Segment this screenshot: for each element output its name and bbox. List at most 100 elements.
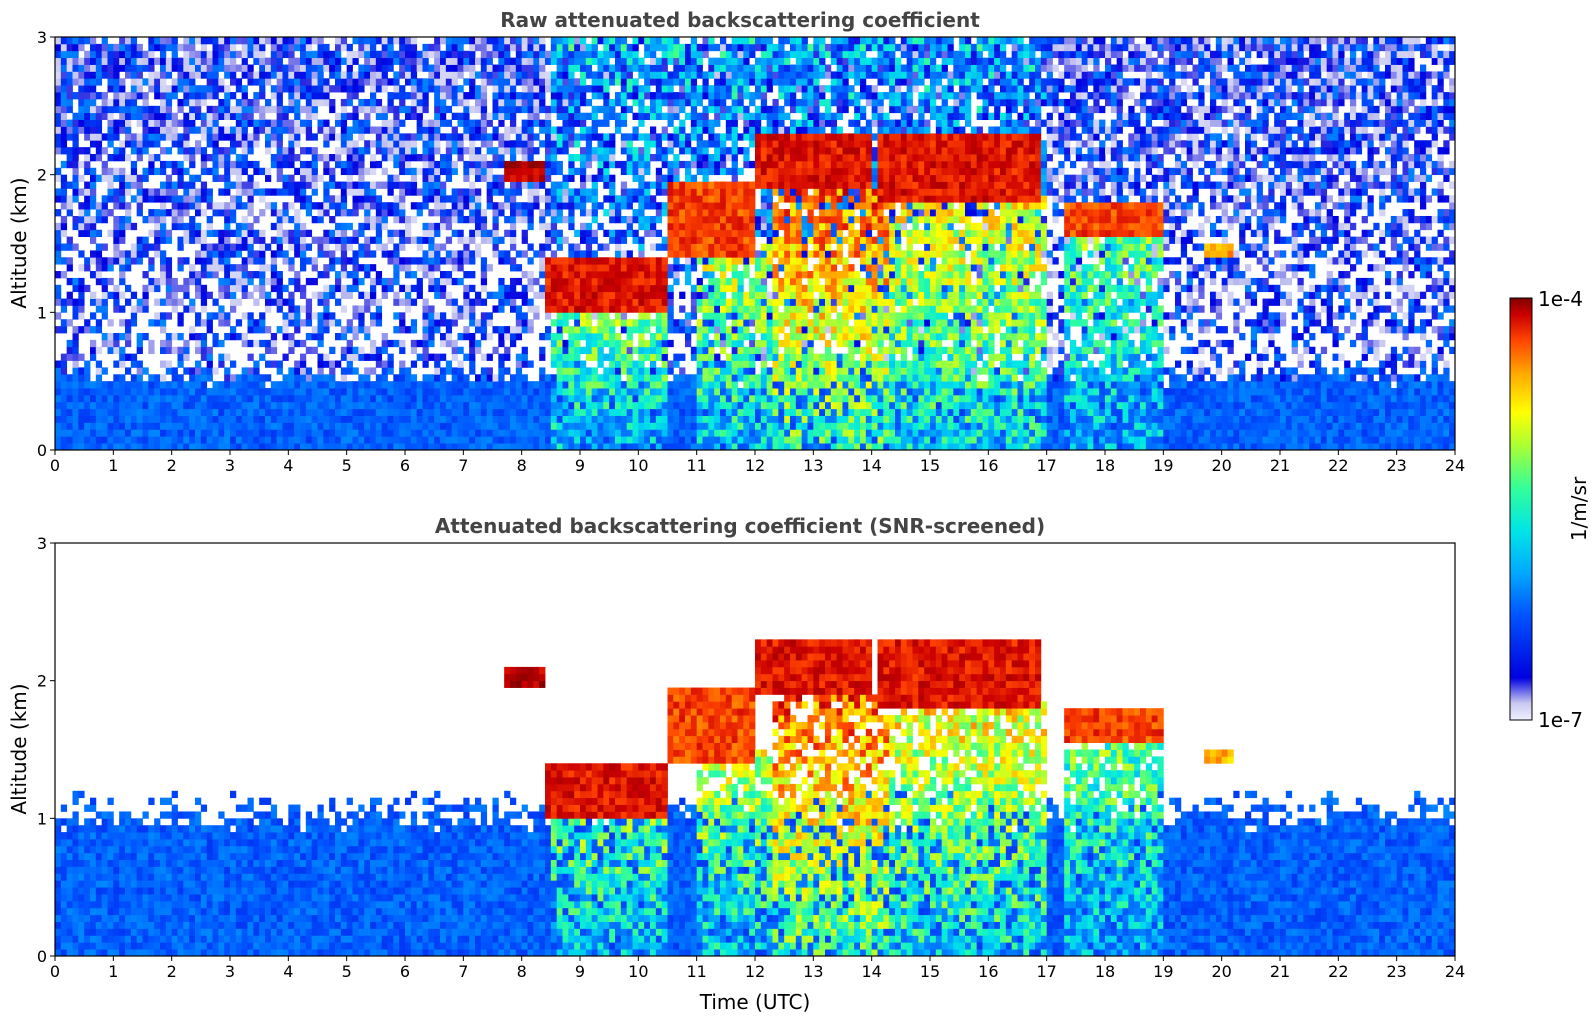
- heatmap-cell: [446, 154, 452, 161]
- heatmap-cell: [358, 78, 364, 85]
- heatmap-cell: [434, 161, 440, 168]
- heatmap-cell: [370, 140, 376, 147]
- heatmap-cell: [598, 175, 604, 182]
- heatmap-cell: [685, 85, 691, 92]
- heatmap-cell: [160, 278, 166, 285]
- heatmap-cell: [463, 326, 469, 333]
- heatmap-cell: [685, 443, 691, 450]
- heatmap-cell: [504, 416, 510, 423]
- heatmap-cell: [504, 99, 510, 106]
- heatmap-cell: [522, 133, 528, 140]
- heatmap-cell: [440, 244, 446, 251]
- heatmap-cell: [405, 264, 411, 271]
- heatmap-cell: [615, 333, 621, 340]
- heatmap-cell: [393, 195, 399, 202]
- heatmap-cell: [277, 429, 283, 436]
- heatmap-cell: [592, 429, 598, 436]
- heatmap-cell: [358, 436, 364, 443]
- heatmap-cell: [516, 409, 522, 416]
- heatmap-cell: [312, 409, 318, 416]
- heatmap-cell: [236, 395, 242, 402]
- heatmap-cell: [323, 402, 329, 409]
- heatmap-cell: [84, 381, 90, 388]
- heatmap-cell: [469, 422, 475, 429]
- heatmap-cell: [195, 99, 201, 106]
- heatmap-cell: [510, 299, 516, 306]
- heatmap-cell: [189, 367, 195, 374]
- heatmap-cell: [393, 244, 399, 251]
- heatmap-cell: [78, 65, 84, 72]
- heatmap-cell: [61, 402, 67, 409]
- heatmap-cell: [668, 140, 674, 147]
- heatmap-cell: [172, 409, 178, 416]
- heatmap-cell: [347, 71, 353, 78]
- heatmap-cell: [458, 436, 464, 443]
- heatmap-cell: [213, 85, 219, 92]
- heatmap-cell: [248, 188, 254, 195]
- heatmap-cell: [61, 305, 67, 312]
- heatmap-cell: [353, 202, 359, 209]
- heatmap-cell: [510, 264, 516, 271]
- heatmap-cell: [102, 161, 108, 168]
- heatmap-cell: [248, 292, 254, 299]
- heatmap-cell: [61, 354, 67, 361]
- heatmap-cell: [195, 147, 201, 154]
- heatmap-cell: [563, 429, 569, 436]
- heatmap-cell: [411, 285, 417, 292]
- heatmap-cell: [481, 154, 487, 161]
- heatmap-cell: [504, 161, 510, 168]
- heatmap-cell: [277, 126, 283, 133]
- heatmap-cell: [154, 230, 160, 237]
- heatmap-cell: [417, 340, 423, 347]
- heatmap-cell: [493, 409, 499, 416]
- heatmap-cell: [143, 58, 149, 65]
- heatmap-cell: [621, 182, 627, 189]
- heatmap-cell: [522, 319, 528, 326]
- heatmap-cell: [189, 85, 195, 92]
- heatmap-cell: [230, 65, 236, 72]
- heatmap-cell: [207, 106, 213, 113]
- heatmap-cell: [656, 78, 662, 85]
- heatmap-cell: [679, 429, 685, 436]
- heatmap-cell: [113, 154, 119, 161]
- heatmap-cell: [382, 168, 388, 175]
- heatmap-cell: [463, 99, 469, 106]
- heatmap-cell: [522, 354, 528, 361]
- heatmap-cell: [277, 361, 283, 368]
- heatmap-cell: [224, 85, 230, 92]
- heatmap-cell: [475, 216, 481, 223]
- heatmap-cell: [131, 436, 137, 443]
- heatmap-cell: [78, 209, 84, 216]
- heatmap-cell: [563, 312, 569, 319]
- heatmap-cell: [294, 92, 300, 99]
- heatmap-cell: [236, 154, 242, 161]
- heatmap-cell: [644, 409, 650, 416]
- heatmap-cell: [493, 188, 499, 195]
- heatmap-cell: [172, 161, 178, 168]
- heatmap-cell: [154, 195, 160, 202]
- heatmap-cell: [67, 65, 73, 72]
- heatmap-cell: [335, 381, 341, 388]
- heatmap-cell: [679, 147, 685, 154]
- heatmap-cell: [434, 140, 440, 147]
- heatmap-cell: [347, 326, 353, 333]
- heatmap-cell: [545, 278, 551, 285]
- heatmap-cell: [434, 37, 440, 44]
- heatmap-cell: [90, 250, 96, 257]
- heatmap-cell: [178, 264, 184, 271]
- heatmap-cell: [440, 416, 446, 423]
- heatmap-cell: [90, 402, 96, 409]
- heatmap-cell: [528, 326, 534, 333]
- heatmap-cell: [119, 216, 125, 223]
- heatmap-cell: [463, 402, 469, 409]
- heatmap-cell: [609, 374, 615, 381]
- heatmap-cell: [90, 230, 96, 237]
- heatmap-cell: [277, 237, 283, 244]
- heatmap-cell: [148, 388, 154, 395]
- heatmap-cell: [417, 154, 423, 161]
- heatmap-cell: [633, 347, 639, 354]
- heatmap-cell: [283, 202, 289, 209]
- heatmap-cell: [318, 416, 324, 423]
- heatmap-cell: [102, 409, 108, 416]
- heatmap-cell: [242, 443, 248, 450]
